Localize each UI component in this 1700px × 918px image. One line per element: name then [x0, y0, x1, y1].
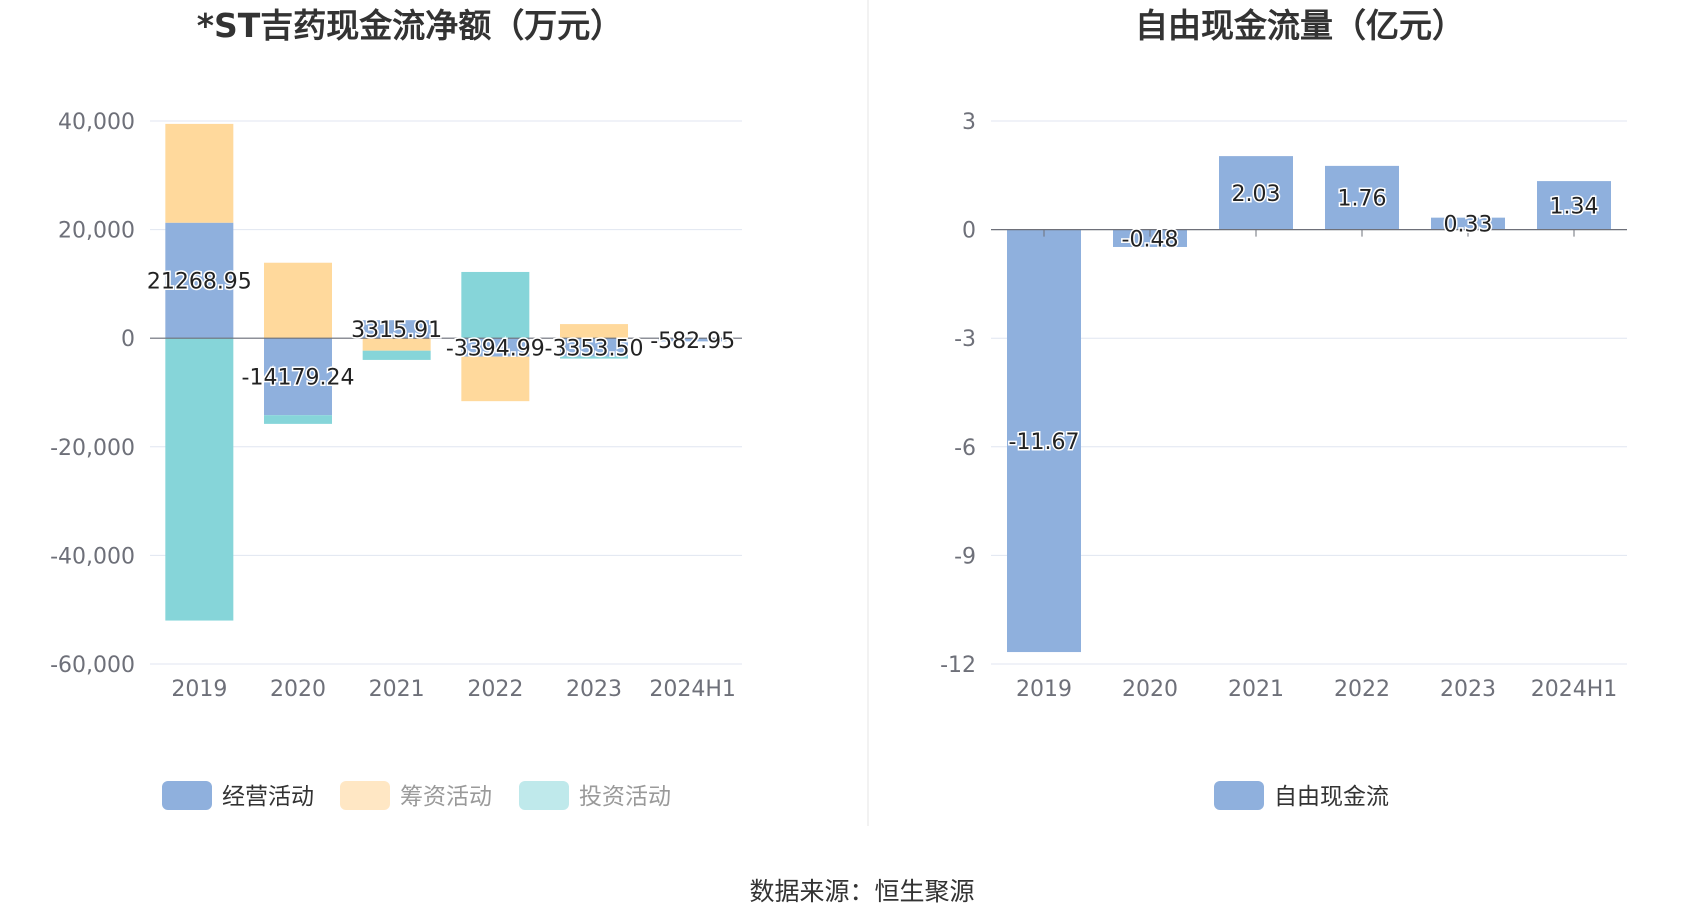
data-label-2020: -0.48: [1122, 227, 1179, 252]
bar-2020-筹资活动[interactable]: [264, 262, 332, 339]
y-tick-label: -9: [954, 544, 976, 569]
y-tick-label: -40,000: [50, 544, 135, 569]
legend-item-operating[interactable]: 经营活动: [162, 781, 314, 810]
legend-swatch-financing: [340, 781, 390, 810]
data-label-2021: 2.03: [1232, 182, 1281, 207]
data-label-2023: -3353.50: [545, 336, 644, 361]
x-tick-label-2023: 2023: [1440, 677, 1496, 702]
free-cash-flow-gridlines: [991, 120, 1627, 665]
cash-flow-chart-title: *ST吉药现金流净额（万元）: [197, 6, 624, 45]
data-label-2024H1: 1.34: [1550, 194, 1599, 219]
y-tick-label: -12: [940, 653, 976, 678]
x-tick-label-2020: 2020: [1122, 677, 1178, 702]
legend-swatch-operating: [162, 781, 212, 810]
data-label-2022: -3394.99: [446, 336, 545, 361]
legend-label-operating: 经营活动: [222, 784, 314, 810]
cash-flow-gridlines: [150, 120, 742, 665]
y-tick-label: -6: [954, 436, 976, 461]
cash-flow-data-labels: 21268.95 -14179.24 3315.91-3394.99 -3353.50…: [145, 268, 736, 392]
bar-2021-经营活动[interactable]: [362, 320, 431, 339]
legend-item-investing[interactable]: 投资活动: [519, 781, 671, 810]
cash-flow-y-axis: 40,000 20,000 0 -20,000 -40,000 -60,000: [50, 110, 135, 678]
data-label-2022: 1.76: [1338, 187, 1387, 212]
y-tick-label: -20,000: [50, 436, 135, 461]
legend-label-free-cash-flow: 自由现金流: [1274, 784, 1389, 810]
legend-item-financing[interactable]: 筹资活动: [340, 781, 492, 810]
data-label-2023: 0.33: [1444, 213, 1493, 238]
free-cash-flow-bars: [991, 156, 1627, 653]
cash-flow-x-axis: 2019 2020 2021 2022 2023 2024H1: [171, 677, 736, 702]
bar-2023-自由现金流[interactable]: [1431, 217, 1505, 230]
bar-2019-筹资活动[interactable]: [165, 123, 234, 223]
data-label-2019: -11.67: [1009, 430, 1080, 455]
x-tick-label-2022: 2022: [467, 677, 523, 702]
bar-2019-自由现金流[interactable]: [1007, 229, 1081, 653]
y-tick-label: 40,000: [58, 110, 135, 135]
y-tick-label: 20,000: [58, 219, 135, 244]
bar-2022-投资活动[interactable]: [461, 271, 530, 339]
x-tick-label-2023: 2023: [566, 677, 622, 702]
bar-2024H1-自由现金流[interactable]: [1537, 181, 1611, 230]
free-cash-flow-x-axis: 2019 2020 2021 2022 2023 2024H1: [1016, 229, 1618, 702]
y-tick-label: 3: [962, 110, 976, 135]
data-label-2021: 3315.91: [351, 318, 442, 343]
bar-2022-经营活动[interactable]: [461, 338, 530, 357]
bar-2021-筹资活动[interactable]: [362, 338, 431, 351]
cash-flow-chart: *ST吉药现金流净额（万元） 40,000 20,000 0 -20,000 -40,0…: [50, 6, 742, 810]
bar-2021-自由现金流[interactable]: [1219, 156, 1293, 230]
x-tick-label-2020: 2020: [270, 677, 326, 702]
bar-2022-筹资活动[interactable]: [461, 356, 530, 402]
legend-item-free-cash-flow[interactable]: 自由现金流: [1214, 781, 1389, 810]
legend-label-investing: 投资活动: [579, 784, 671, 810]
data-label-2024H1: -582.95: [650, 329, 735, 354]
x-tick-label-2022: 2022: [1334, 677, 1390, 702]
free-cash-flow-chart: 自由现金流量（亿元） 30-3-6-9-12 2019 2020 2021 2022 2…: [940, 6, 1627, 810]
bar-2020-投资活动[interactable]: [264, 415, 332, 424]
bar-2023-投资活动[interactable]: [560, 356, 628, 359]
bar-2020-经营活动[interactable]: [264, 338, 332, 416]
y-tick-label: -60,000: [50, 653, 135, 678]
legend-label-financing: 筹资活动: [400, 784, 492, 810]
y-tick-label: 0: [962, 219, 976, 244]
y-tick-label: 0: [121, 327, 135, 352]
bar-2021-投资活动[interactable]: [362, 350, 431, 360]
bar-2023-经营活动[interactable]: [560, 338, 628, 357]
data-label-2019: 21268.95: [147, 269, 252, 294]
cash-flow-bars: [150, 123, 742, 621]
x-tick-label-2019: 2019: [171, 677, 227, 702]
free-cash-flow-chart-title: 自由现金流量（亿元）: [1135, 6, 1465, 45]
bar-2019-经营活动[interactable]: [165, 222, 234, 339]
bar-2020-自由现金流[interactable]: [1113, 229, 1187, 247]
legend-swatch-investing: [519, 781, 569, 810]
x-tick-label-2024H1: 2024H1: [649, 677, 736, 702]
x-tick-label-2024H1: 2024H1: [1531, 677, 1618, 702]
cash-flow-legend: 经营活动 筹资活动 投资活动: [162, 781, 671, 810]
bar-2024H1-经营活动[interactable]: [658, 338, 727, 342]
x-tick-label-2021: 2021: [369, 677, 425, 702]
data-source-note: 数据来源：恒生聚源: [749, 877, 974, 906]
free-cash-flow-data-labels: -11.67 -0.48 2.03 1.76 0.33 1.34: [1007, 180, 1600, 456]
free-cash-flow-y-axis: 3 0 -3 -6 -9 -12: [940, 110, 976, 678]
y-tick-label: -3: [954, 327, 976, 352]
bar-2022-自由现金流[interactable]: [1325, 165, 1399, 230]
x-tick-label-2019: 2019: [1016, 677, 1072, 702]
data-label-2020: -14179.24: [242, 366, 355, 391]
bar-2023-筹资活动[interactable]: [560, 324, 628, 339]
free-cash-flow-legend: 自由现金流: [1214, 781, 1389, 810]
bar-2019-投资活动[interactable]: [165, 338, 234, 621]
legend-swatch-free-cash-flow: [1214, 781, 1264, 810]
x-tick-label-2021: 2021: [1228, 677, 1284, 702]
